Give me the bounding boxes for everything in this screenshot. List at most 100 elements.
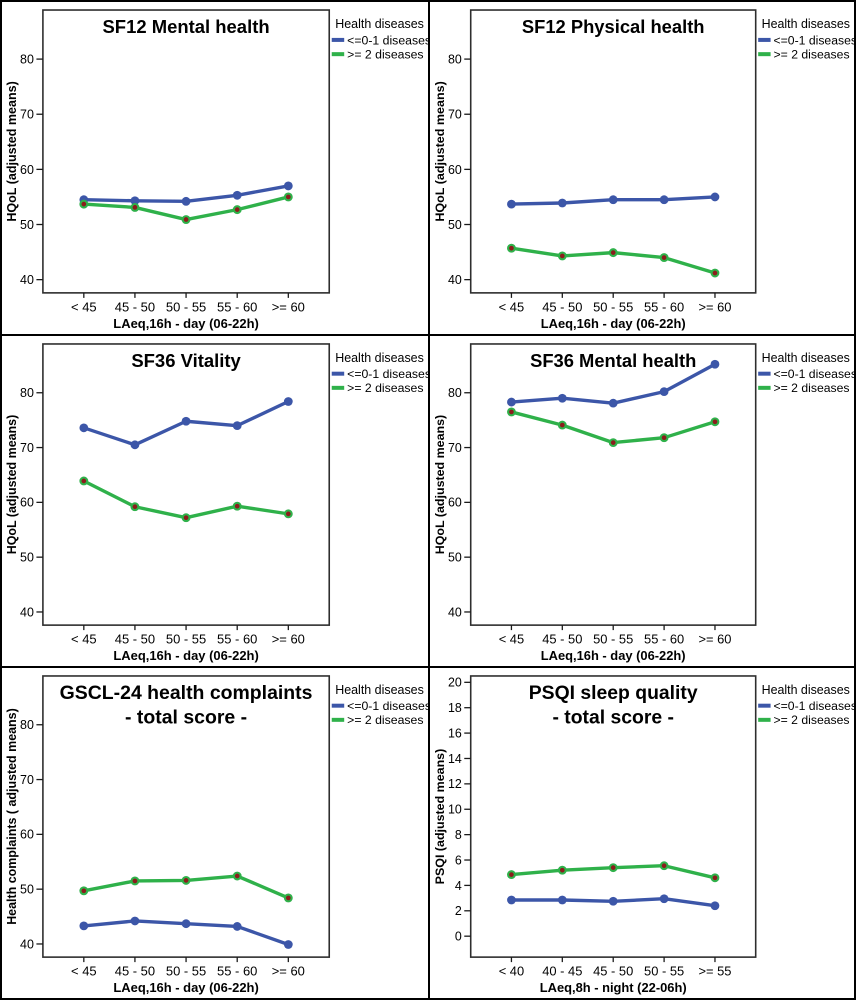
- x-tick-label: 45 - 50: [542, 299, 582, 314]
- data-point-marker-0-1-diseases: [507, 199, 516, 209]
- data-point-marker-2-diseases: [557, 251, 567, 261]
- legend-entry-0-1-diseases: <=0-1 diseases: [347, 33, 428, 47]
- y-tick-label: 50: [20, 883, 34, 897]
- y-tick-label: 40: [20, 273, 34, 287]
- legend-swatch-0-1-diseases: [758, 371, 771, 376]
- y-tick-label: 6: [455, 853, 462, 867]
- data-point-marker-0-1-diseases: [659, 387, 669, 397]
- chart-title: SF36 Mental health: [530, 350, 696, 371]
- x-tick-label: < 45: [71, 632, 97, 647]
- x-tick-label: 50 - 55: [644, 964, 684, 979]
- data-point-marker-0-1-diseases: [710, 901, 720, 911]
- y-tick-label: 60: [448, 163, 462, 177]
- y-tick-label: 40: [448, 273, 462, 287]
- data-point-marker-0-1-diseases: [557, 198, 567, 208]
- plot-area: [42, 9, 331, 294]
- legend-title: Health diseases: [335, 17, 424, 31]
- x-tick-label: >= 60: [698, 299, 731, 314]
- data-point-marker-0-1-diseases: [608, 398, 618, 408]
- chart-cell-sf36-mental-health: 40 50 60 70 80 < 45 45 - 50 50 - 55 55 - 60 >= 60…: [428, 334, 854, 666]
- data-point-marker-2-diseases: [659, 861, 669, 871]
- legend-swatch-2-diseases: [331, 52, 345, 57]
- data-point-marker-0-1-diseases: [608, 195, 618, 205]
- legend-entry-0-1-diseases: <=0-1 diseases: [774, 367, 854, 381]
- x-tick-label: < 40: [499, 964, 524, 979]
- data-point-marker-0-1-diseases: [181, 416, 191, 426]
- y-tick-label: 40: [448, 605, 462, 619]
- data-point-marker-0-1-diseases: [659, 894, 669, 904]
- x-tick-label: 50 - 55: [166, 632, 206, 647]
- data-point-marker-2-diseases: [557, 865, 567, 875]
- x-axis-label: LAeq,16h - day (06-22h): [113, 316, 259, 331]
- y-tick-label: 10: [448, 803, 462, 817]
- plot-area: [42, 675, 331, 958]
- x-tick-label: 45 - 50: [115, 964, 155, 979]
- data-point-marker-0-1-diseases: [283, 397, 293, 406]
- legend-swatch-0-1-diseases: [331, 371, 345, 376]
- data-point-marker-2-diseases: [659, 433, 669, 443]
- x-tick-label: 55 - 60: [644, 632, 684, 647]
- y-tick-label: 80: [20, 52, 34, 66]
- chart-cell-sf12-physical-health: 40 50 60 70 80 < 45 45 - 50 50 - 55 55 - 60 >= 60…: [428, 2, 854, 334]
- data-point-marker-2-diseases: [283, 893, 293, 903]
- data-point-marker-2-diseases: [232, 871, 242, 881]
- legend-swatch-2-diseases: [758, 717, 771, 722]
- data-point-marker-0-1-diseases: [181, 196, 191, 206]
- x-tick-label: < 45: [71, 964, 97, 979]
- y-tick-label: 12: [448, 777, 462, 791]
- data-point-marker-2-diseases: [659, 253, 669, 263]
- data-point-marker-2-diseases: [608, 248, 618, 258]
- y-tick-label: 16: [448, 726, 462, 740]
- data-point-marker-2-diseases: [557, 420, 567, 430]
- chart-sf12-physical-health: 40 50 60 70 80 < 45 45 - 50 50 - 55 55 - 60 >= 60…: [433, 9, 854, 331]
- y-tick-label: 14: [448, 752, 462, 766]
- data-point-marker-0-1-diseases: [608, 896, 618, 906]
- legend-swatch-0-1-diseases: [331, 703, 345, 708]
- y-tick-label: 70: [20, 773, 34, 787]
- data-point-marker-2-diseases: [232, 501, 242, 511]
- plot-area: [469, 343, 757, 626]
- y-tick-label: 60: [448, 496, 462, 510]
- x-axis-label: LAeq,16h - day (06-22h): [541, 648, 686, 663]
- y-axis-label: Health complaints ( adjusted means): [5, 708, 19, 925]
- data-point-marker-2-diseases: [130, 876, 140, 886]
- chart-cell-psqi-sleep-quality-total-score: 0 2 4 6 8 10 12 14 16 18 20 < 40 40 - 45 45 - 50 50 - …: [428, 666, 854, 998]
- y-tick-label: 70: [20, 108, 34, 122]
- y-tick-label: 60: [20, 828, 34, 842]
- plot-area: [469, 675, 757, 958]
- y-tick-label: 60: [20, 163, 34, 177]
- x-tick-label: < 45: [499, 632, 524, 647]
- legend-swatch-2-diseases: [331, 385, 345, 390]
- x-tick-label: >= 55: [698, 964, 731, 979]
- x-tick-label: 45 - 50: [115, 632, 155, 647]
- y-tick-label: 70: [448, 441, 462, 455]
- legend-entry-2-diseases: >= 2 diseases: [774, 48, 850, 62]
- y-tick-label: 50: [448, 551, 462, 565]
- x-tick-label: 50 - 55: [593, 299, 633, 314]
- x-axis-label: LAeq,8h - night (22-06h): [540, 980, 687, 995]
- data-point-marker-0-1-diseases: [557, 393, 567, 403]
- chart-title: SF12 Physical health: [522, 16, 705, 37]
- chart-title: GSCL-24 health complaints: [60, 682, 313, 704]
- data-point-marker-2-diseases: [608, 438, 618, 448]
- data-point-marker-0-1-diseases: [710, 359, 720, 369]
- legend-swatch-0-1-diseases: [758, 703, 771, 708]
- data-point-marker-2-diseases: [181, 875, 191, 885]
- data-point-marker-0-1-diseases: [283, 181, 293, 191]
- legend-entry-2-diseases: >= 2 diseases: [347, 48, 423, 62]
- x-tick-label: 45 - 50: [542, 632, 582, 647]
- y-tick-label: 8: [455, 828, 462, 842]
- data-point-marker-2-diseases: [130, 202, 140, 212]
- legend-swatch-0-1-diseases: [331, 37, 345, 42]
- data-point-marker-2-diseases: [181, 215, 191, 225]
- data-point-marker-2-diseases: [79, 886, 89, 896]
- data-point-marker-0-1-diseases: [130, 440, 140, 450]
- legend-entry-2-diseases: >= 2 diseases: [347, 381, 423, 395]
- y-tick-label: 20: [448, 676, 462, 690]
- chart-gscl-24-health-complaints-total-score: 40 50 60 70 80 < 45 45 - 50 50 - 55 55 - 60 >= 60…: [5, 675, 428, 995]
- x-tick-label: 55 - 60: [217, 632, 257, 647]
- legend-entry-0-1-diseases: <=0-1 diseases: [347, 699, 428, 713]
- legend-title: Health diseases: [335, 683, 424, 697]
- data-point-marker-0-1-diseases: [232, 190, 242, 200]
